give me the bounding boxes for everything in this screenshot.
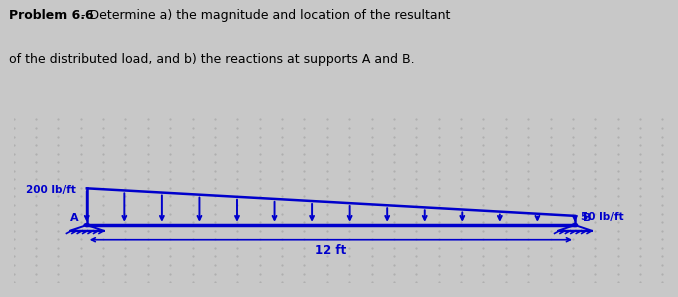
Text: 12 ft: 12 ft xyxy=(315,244,346,257)
Text: B: B xyxy=(583,214,591,223)
Text: 200 lb/ft: 200 lb/ft xyxy=(26,185,76,195)
Text: Problem 6.6: Problem 6.6 xyxy=(9,9,94,22)
Text: A: A xyxy=(71,214,79,223)
Text: 50 lb/ft: 50 lb/ft xyxy=(581,212,624,222)
Text: of the distributed load, and b) the reactions at supports A and B.: of the distributed load, and b) the reac… xyxy=(9,53,414,67)
Text: - Determine a) the magnitude and location of the resultant: - Determine a) the magnitude and locatio… xyxy=(77,9,450,22)
